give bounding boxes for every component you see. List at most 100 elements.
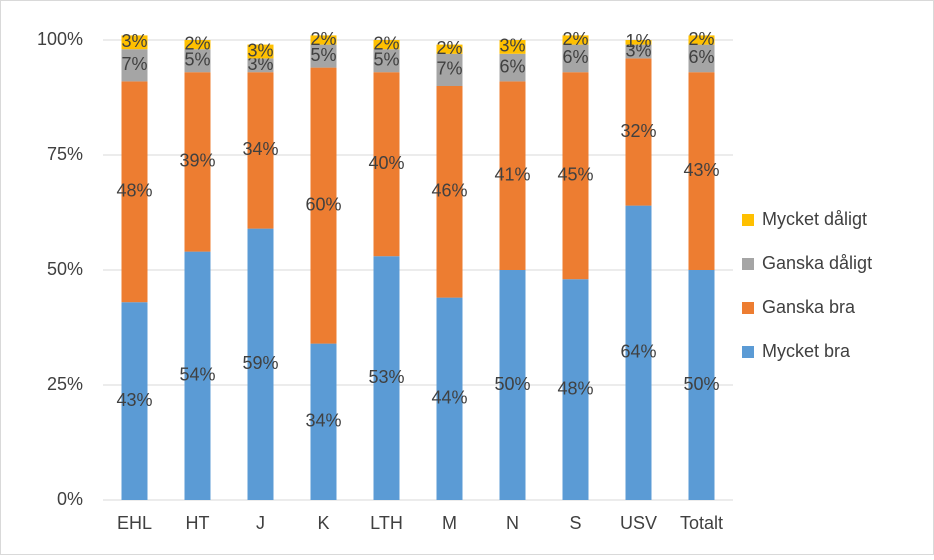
y-tick-label: 50%: [47, 259, 83, 279]
data-label: 54%: [179, 365, 215, 385]
x-tick-label: M: [442, 513, 457, 533]
legend-swatch: [742, 302, 754, 314]
bar-segment: [184, 49, 211, 73]
x-tick-label: USV: [620, 513, 657, 533]
data-label: 50%: [494, 374, 530, 394]
bar-segment: [121, 302, 148, 500]
data-label: 43%: [116, 390, 152, 410]
data-label: 45%: [557, 164, 593, 184]
data-label: 2%: [310, 29, 336, 49]
bar-segment: [247, 58, 274, 73]
bar-segment: [184, 251, 211, 500]
data-label: 64%: [620, 342, 656, 362]
bar-segment: [499, 81, 526, 271]
data-label: 32%: [620, 121, 656, 141]
data-label: 44%: [431, 388, 467, 408]
bar-segment: [688, 44, 715, 73]
bar-segment: [562, 72, 589, 280]
y-tick-label: 75%: [47, 144, 83, 164]
legend-swatch: [742, 346, 754, 358]
bar-segment: [247, 44, 274, 59]
bar-segment: [121, 49, 148, 82]
x-tick-label: S: [569, 513, 581, 533]
bar-segment: [562, 35, 589, 45]
bar-segment: [436, 44, 463, 54]
legend-label: Mycket bra: [762, 341, 851, 361]
bar-segment: [625, 44, 652, 59]
data-label: 5%: [310, 45, 336, 65]
bar-segment: [562, 279, 589, 500]
bar-segment: [373, 72, 400, 257]
data-label: 34%: [305, 411, 341, 431]
data-label: 59%: [242, 353, 278, 373]
bar-segment: [499, 53, 526, 82]
bar-segment: [247, 228, 274, 500]
bar-segment: [436, 86, 463, 298]
data-label: 6%: [562, 47, 588, 67]
bar-segment: [499, 40, 526, 54]
legend-label: Mycket dåligt: [762, 209, 867, 229]
y-tick-label: 25%: [47, 374, 83, 394]
x-tick-label: EHL: [117, 513, 152, 533]
x-tick-label: Totalt: [680, 513, 723, 533]
x-tick-label: J: [256, 513, 265, 533]
y-tick-label: 0%: [57, 489, 83, 509]
bar-segment: [499, 270, 526, 500]
data-label: 40%: [368, 153, 404, 173]
legend-label: Ganska dåligt: [762, 253, 872, 273]
data-label: 6%: [688, 47, 714, 67]
data-label: 2%: [562, 29, 588, 49]
data-label: 53%: [368, 367, 404, 387]
data-label: 3%: [247, 40, 273, 60]
bar-segment: [562, 44, 589, 73]
bar-segment: [373, 49, 400, 73]
data-label: 2%: [436, 38, 462, 58]
data-label: 41%: [494, 164, 530, 184]
data-label: 2%: [184, 33, 210, 53]
data-label: 3%: [247, 54, 273, 74]
data-label: 50%: [683, 374, 719, 394]
bar-segment: [247, 72, 274, 229]
x-tick-label: HT: [186, 513, 210, 533]
data-label: 46%: [431, 181, 467, 201]
legend-swatch: [742, 258, 754, 270]
bar-segment: [310, 44, 337, 68]
bar-segment: [436, 297, 463, 500]
bar-segment: [373, 40, 400, 50]
bar-segment: [625, 58, 652, 206]
bar-segment: [625, 40, 652, 45]
bar-segment: [688, 35, 715, 45]
data-label: 60%: [305, 194, 341, 214]
data-label: 1%: [625, 31, 651, 51]
bar-segment: [688, 72, 715, 270]
data-label: 5%: [184, 49, 210, 69]
data-label: 3%: [499, 36, 525, 56]
bar-segment: [121, 35, 148, 50]
data-label: 39%: [179, 151, 215, 171]
bar-segment: [373, 256, 400, 500]
data-label: 7%: [121, 54, 147, 74]
data-label: 34%: [242, 139, 278, 159]
data-label: 6%: [499, 56, 525, 76]
bar-segment: [184, 40, 211, 50]
data-label: 48%: [557, 378, 593, 398]
data-label: 3%: [625, 40, 651, 60]
bar-segment: [310, 35, 337, 45]
x-tick-label: LTH: [370, 513, 403, 533]
data-label: 3%: [121, 31, 147, 51]
data-label: 43%: [683, 160, 719, 180]
bar-segment: [625, 205, 652, 500]
x-tick-label: K: [317, 513, 329, 533]
bar-segment: [310, 67, 337, 344]
bar-segment: [688, 270, 715, 500]
bar-segment: [310, 343, 337, 500]
data-label: 2%: [688, 29, 714, 49]
y-tick-label: 100%: [37, 29, 83, 49]
data-label: 5%: [373, 49, 399, 69]
bar-segment: [184, 72, 211, 252]
bar-segment: [436, 53, 463, 86]
legend-label: Ganska bra: [762, 297, 856, 317]
x-tick-label: N: [506, 513, 519, 533]
